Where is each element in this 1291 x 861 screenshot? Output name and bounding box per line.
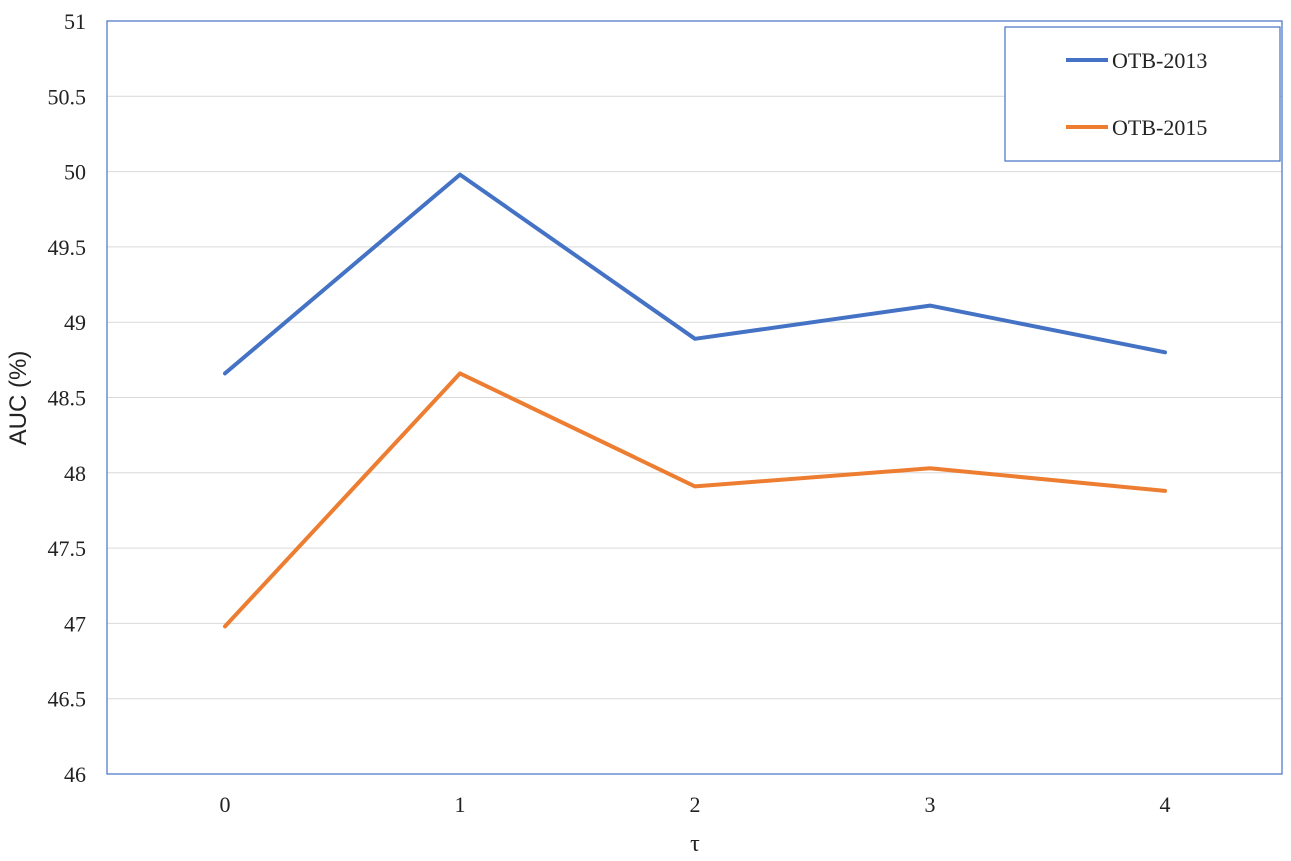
y-tick-label: 46.5: [48, 687, 87, 712]
y-tick-label: 49: [64, 310, 86, 335]
x-tick-label: 1: [455, 792, 466, 817]
x-tick-label: 2: [690, 792, 701, 817]
y-tick-label: 50: [64, 160, 86, 185]
series-lines: [223, 172, 1167, 629]
plot-area-border: [106, 20, 1283, 775]
series-line-otb-2015: [223, 371, 1167, 629]
y-tick-label: 48: [64, 461, 86, 486]
series-line-otb-2013: [223, 172, 1167, 376]
gridlines: [107, 95, 1282, 700]
y-tick-label: 50.5: [48, 84, 87, 109]
x-tick-label: 3: [925, 792, 936, 817]
x-tick-label: 0: [220, 792, 231, 817]
y-tick-label: 49.5: [48, 235, 87, 260]
y-axis-ticks: 46 46.5 47 47.5 48 48.5 49 49.5 50 50.5 51: [48, 9, 87, 787]
x-axis-ticks: 0 1 2 3 4: [220, 792, 1171, 817]
x-axis-title: τ: [690, 831, 700, 857]
y-tick-label: 48.5: [48, 386, 87, 411]
y-axis-title: AUC (%): [5, 351, 32, 446]
y-tick-label: 46: [64, 762, 86, 787]
legend-box: [1004, 26, 1281, 162]
legend: OTB-2013 OTB-2015: [1004, 26, 1281, 162]
legend-label-otb-2015: OTB-2015: [1112, 115, 1207, 140]
y-tick-label: 47: [64, 611, 86, 636]
legend-label-otb-2013: OTB-2013: [1112, 48, 1207, 73]
x-tick-label: 4: [1160, 792, 1171, 817]
y-tick-label: 47.5: [48, 536, 87, 561]
y-tick-label: 51: [64, 9, 86, 34]
